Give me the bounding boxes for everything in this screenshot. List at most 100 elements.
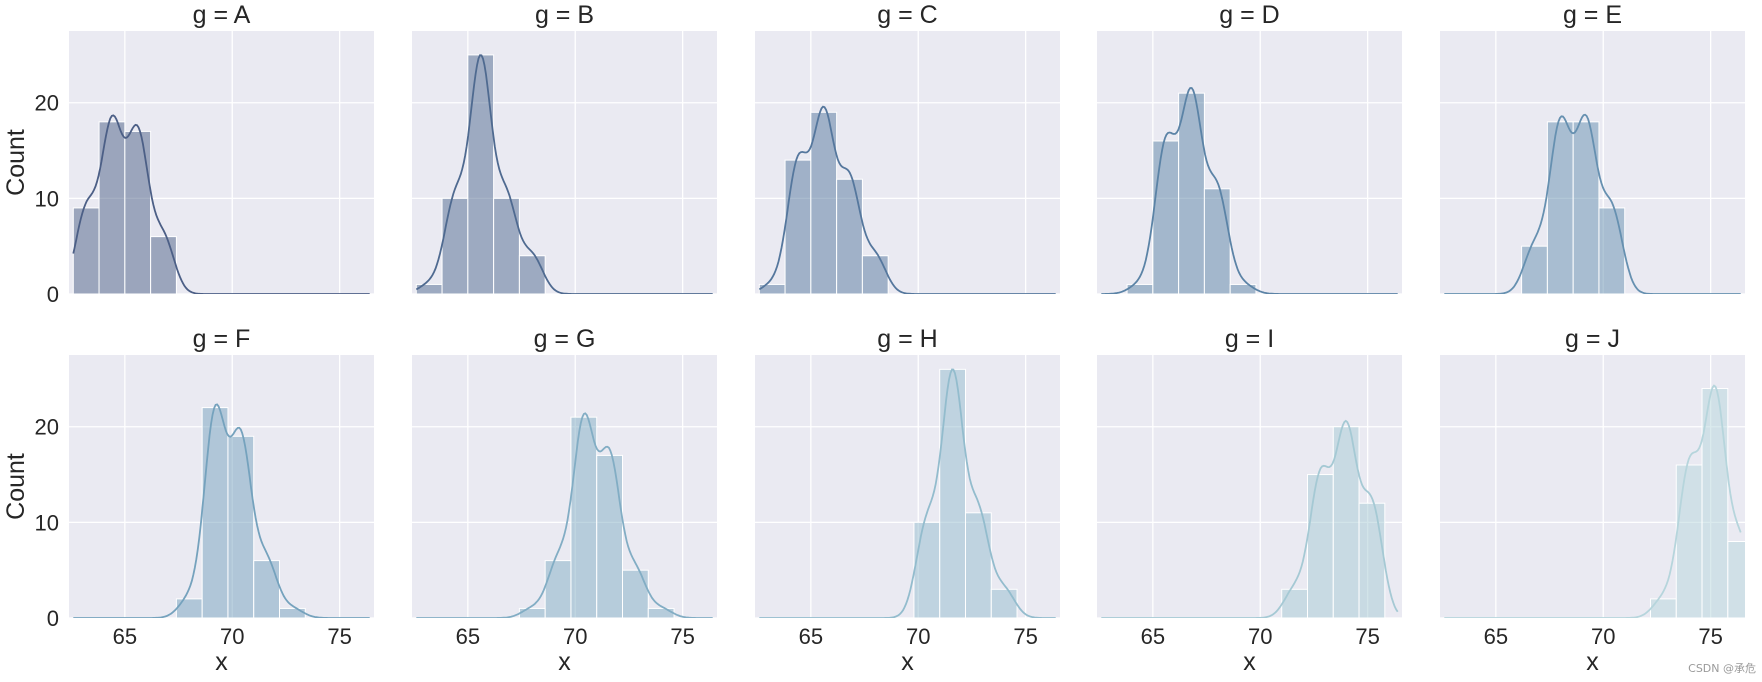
kde-curve bbox=[1101, 419, 1399, 618]
x-tick-label: 75 bbox=[1698, 624, 1722, 649]
histogram-bar bbox=[1229, 283, 1257, 294]
x-tick-label: 75 bbox=[1355, 624, 1379, 649]
facet-panel-ge: g = E bbox=[1440, 1, 1745, 295]
kde-curve bbox=[758, 105, 1056, 294]
histogram-bar bbox=[810, 111, 838, 294]
x-tick-label: 65 bbox=[799, 624, 823, 649]
panel-title: g = J bbox=[1565, 325, 1620, 353]
facet-panel-gi: g = I 65 70 75 x bbox=[1097, 325, 1402, 676]
kde-curve bbox=[415, 54, 713, 294]
panel-title: g = C bbox=[877, 1, 937, 29]
kde-curve bbox=[1101, 87, 1398, 294]
panel-background bbox=[755, 355, 1060, 618]
histogram-bar bbox=[1281, 588, 1308, 618]
x-tick-label: 70 bbox=[220, 624, 244, 649]
histogram-bar bbox=[1649, 598, 1677, 618]
kde-curve bbox=[759, 368, 1056, 618]
histogram-bar bbox=[1358, 502, 1386, 618]
x-axis-label: x bbox=[901, 648, 914, 676]
x-tick-label: 75 bbox=[1013, 624, 1037, 649]
x-tick-label: 70 bbox=[563, 624, 587, 649]
histogram-bar bbox=[544, 560, 572, 618]
x-tick-label: 70 bbox=[906, 624, 930, 649]
histogram-bar bbox=[72, 207, 100, 294]
panel-title: g = G bbox=[534, 325, 596, 353]
x-axis-label: x bbox=[558, 648, 571, 676]
histogram-bar bbox=[596, 454, 623, 618]
histogram-bar bbox=[964, 512, 992, 618]
panel-title: g = B bbox=[535, 1, 594, 29]
y-tick-label: 0 bbox=[47, 282, 59, 307]
histogram-bar bbox=[1546, 121, 1574, 294]
histogram-bar bbox=[493, 197, 520, 294]
y-tick-label: 20 bbox=[35, 415, 59, 440]
facet-panel-gb: g = B bbox=[412, 1, 717, 295]
histogram-bar bbox=[836, 178, 863, 294]
histogram-bar bbox=[253, 560, 280, 618]
histogram-bar bbox=[1598, 207, 1626, 294]
panel-title: g = D bbox=[1219, 1, 1279, 29]
watermark-text: CSDN @承危 bbox=[1688, 662, 1756, 675]
histogram-bar bbox=[1727, 540, 1745, 618]
histogram-bar bbox=[990, 588, 1018, 618]
histogram-bar bbox=[784, 159, 812, 294]
panel-title: g = A bbox=[193, 1, 251, 29]
histogram-bar bbox=[415, 283, 443, 294]
x-tick-label: 70 bbox=[1248, 624, 1272, 649]
histogram-bar bbox=[1701, 387, 1729, 618]
kde-curve bbox=[73, 403, 370, 618]
histogram-bar bbox=[278, 607, 306, 618]
histogram-bar bbox=[939, 368, 966, 618]
histogram-bar bbox=[441, 197, 469, 294]
histogram-bar bbox=[1521, 245, 1548, 294]
facet-panel-gj: g = J 65 70 75 x bbox=[1440, 325, 1745, 676]
x-tick-label: 70 bbox=[1591, 624, 1615, 649]
kde-curve bbox=[72, 114, 370, 294]
panel-title: g = I bbox=[1225, 325, 1274, 353]
panel-title: g = F bbox=[193, 325, 251, 353]
histogram-bar bbox=[913, 521, 941, 618]
panel-title: g = E bbox=[1563, 1, 1622, 29]
panel-background bbox=[1097, 31, 1402, 294]
histogram-bar bbox=[124, 130, 152, 294]
histogram-bar bbox=[467, 54, 495, 294]
x-axis-label: x bbox=[1243, 648, 1256, 676]
x-tick-label: 65 bbox=[1484, 624, 1508, 649]
kde-curve bbox=[1444, 384, 1742, 618]
histogram-bar bbox=[1152, 140, 1180, 294]
x-tick-label: 75 bbox=[327, 624, 351, 649]
histogram-bar bbox=[175, 598, 203, 618]
histogram-bar bbox=[150, 236, 177, 294]
y-tick-label: 20 bbox=[35, 91, 59, 116]
x-axis-label: x bbox=[215, 648, 228, 676]
y-tick-label: 0 bbox=[47, 606, 59, 631]
histogram-bar bbox=[201, 407, 229, 618]
histogram-bar bbox=[570, 416, 598, 618]
y-tick-label: 10 bbox=[35, 510, 59, 535]
kde-curve bbox=[416, 412, 713, 618]
histogram-bar bbox=[647, 607, 675, 618]
kde-curve bbox=[1444, 113, 1741, 294]
facet-panel-gd: g = D bbox=[1097, 1, 1402, 295]
facet-panel-gg: g = G 65 70 75 x bbox=[412, 325, 717, 676]
y-axis-label: Count bbox=[2, 453, 30, 520]
x-tick-label: 75 bbox=[670, 624, 694, 649]
y-tick-label: 10 bbox=[35, 186, 59, 211]
histogram-bar bbox=[518, 255, 546, 294]
y-axis-label: Count bbox=[2, 129, 30, 196]
x-tick-label: 65 bbox=[1141, 624, 1165, 649]
histogram-bar bbox=[1675, 464, 1703, 618]
histogram-bar bbox=[621, 569, 649, 618]
panel-title: g = H bbox=[877, 325, 937, 353]
x-axis-label: x bbox=[1586, 648, 1599, 676]
facet-panel-gh: g = H 65 70 75 x bbox=[755, 325, 1060, 676]
x-tick-label: 65 bbox=[456, 624, 480, 649]
x-tick-label: 65 bbox=[113, 624, 137, 649]
histogram-bar bbox=[518, 607, 546, 618]
histogram-bar bbox=[1306, 474, 1334, 618]
facet-panel-gc: g = C bbox=[755, 1, 1060, 295]
histogram-bar bbox=[861, 255, 889, 294]
